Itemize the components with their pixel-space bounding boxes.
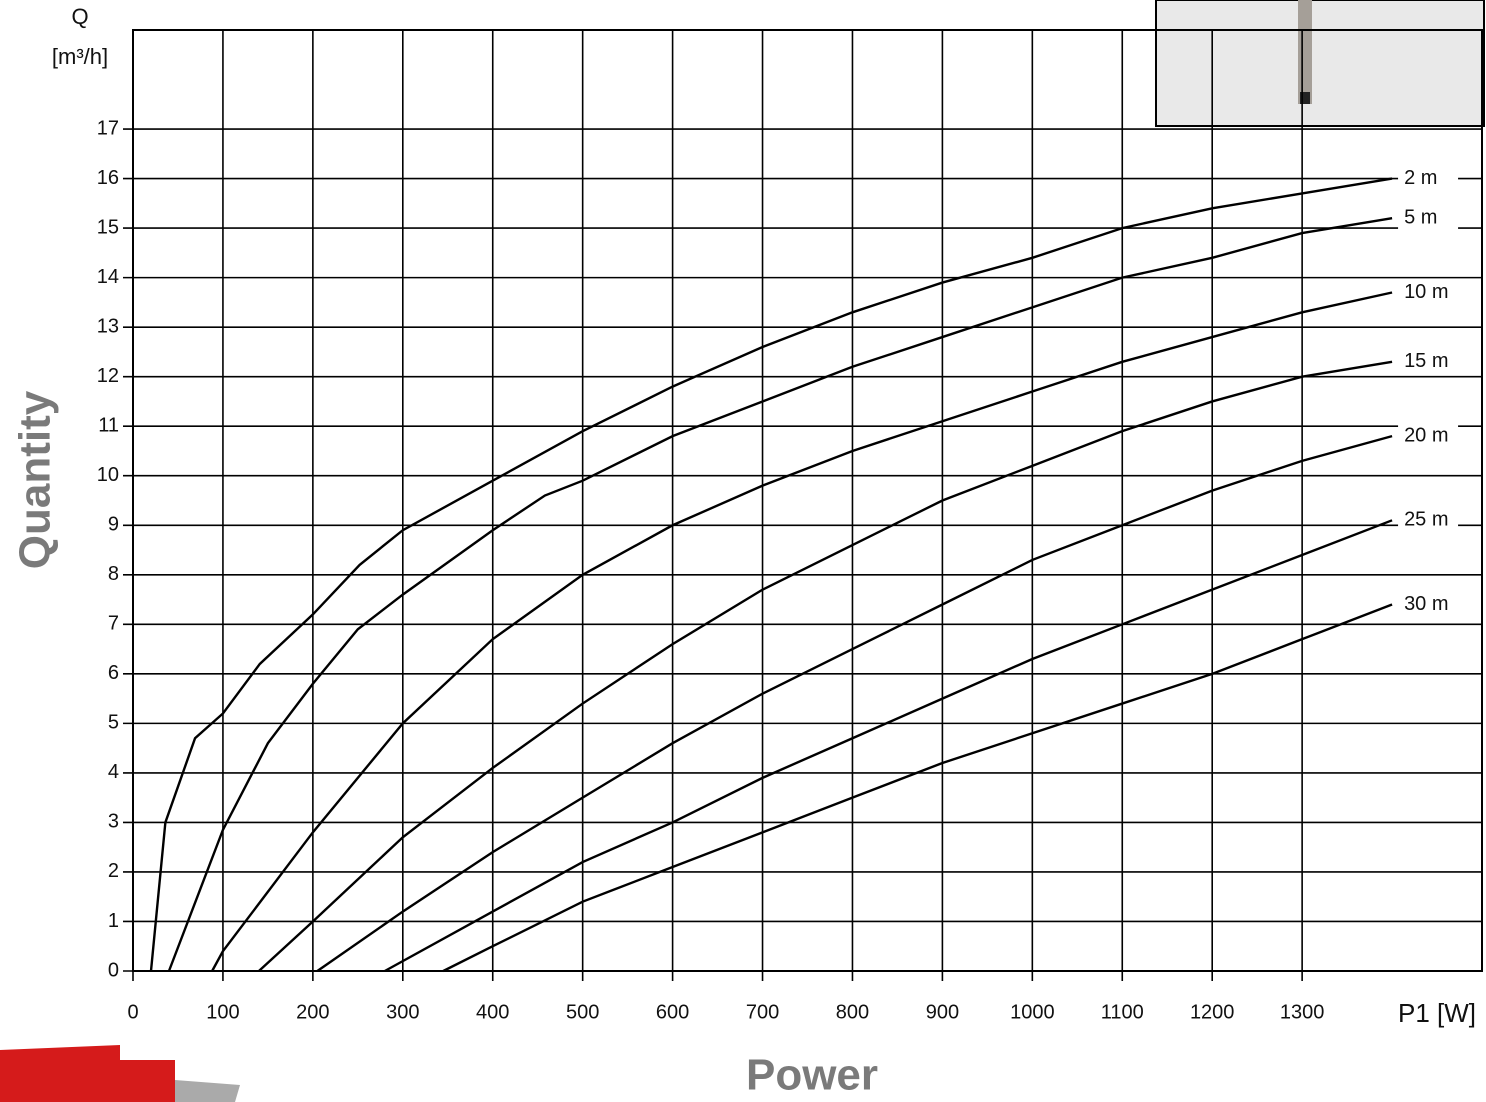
line-series [258,360,1393,972]
x-tick-label: 100 [206,1001,239,1023]
series-label: 20 m [1404,424,1448,446]
y-tick-label: 9 [108,514,119,536]
y-tick-label: 15 [97,216,119,238]
x-tick-label: 1200 [1190,1001,1235,1023]
y-title: Quantity [11,390,60,569]
y-axis-label: Q [71,4,88,29]
product-photo [1155,0,1485,127]
x-tick-label: 0 [127,1001,138,1023]
series-label: 10 m [1404,281,1448,303]
x-tick-label: 700 [746,1001,779,1023]
line-series [211,291,1393,972]
series-label-bg [1398,592,1459,617]
x-tick-label: 1100 [1101,1001,1144,1023]
x-tick-label: 400 [476,1001,509,1023]
series-label-bg [1398,508,1459,533]
x-tick-label: 1300 [1280,1001,1325,1023]
x-title: Power [746,1051,878,1100]
y-tick-label: 13 [97,315,119,337]
line-series [316,434,1393,972]
line-series [149,177,1393,972]
series-label: 25 m [1404,509,1448,531]
series-label-bg [1398,206,1459,231]
line-series [167,217,1393,972]
y-tick-label: 1 [108,910,119,932]
series-label: 15 m [1404,350,1448,372]
series-label-bg [1398,166,1459,191]
x-tick-label: 200 [296,1001,329,1023]
series-label-bg [1398,424,1459,449]
x-axis-label: P1 [W] [1398,998,1476,1028]
pump-base [1300,92,1310,104]
x-tick-label: 600 [656,1001,689,1023]
y-tick-label: 3 [108,811,119,833]
series-label-bg [1398,349,1459,374]
y-tick-label: 17 [97,117,119,139]
y-tick-label: 2 [108,860,119,882]
line-series [384,519,1393,973]
y-tick-label: 11 [98,414,119,436]
series-label: 5 m [1404,206,1437,228]
y-tick-label: 16 [97,167,119,189]
x-tick-label: 900 [926,1001,959,1023]
x-tick-label: 500 [566,1001,599,1023]
x-tick-label: 300 [386,1001,419,1023]
series-label-bg [1398,280,1459,305]
y-tick-label: 7 [108,613,119,635]
x-tick-label: 1000 [1010,1001,1055,1023]
plot-frame [132,29,1483,972]
y-tick-label: 5 [108,712,119,734]
line-series [442,603,1393,973]
y-tick-label: 8 [108,563,119,585]
x-tick-label: 800 [836,1001,869,1023]
logo-image-part [175,1080,240,1102]
series-label: 30 m [1404,593,1448,615]
y-tick-label: 12 [97,365,119,387]
logo-image [0,1045,175,1102]
y-axis-label: [m³/h] [52,44,108,69]
series-label: 2 m [1404,167,1437,189]
y-tick-label: 6 [108,662,119,684]
y-tick-label: 10 [97,464,119,486]
y-tick-label: 0 [108,959,119,981]
y-tick-label: 4 [108,761,119,783]
y-tick-label: 14 [97,266,119,288]
pump-image [1298,0,1312,104]
